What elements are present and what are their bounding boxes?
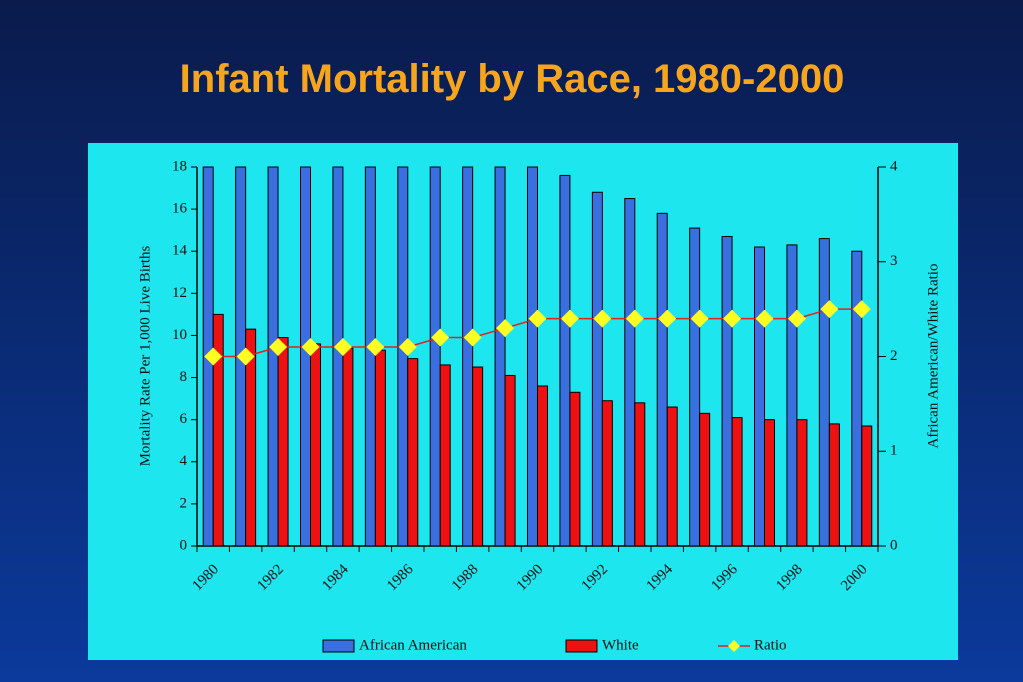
bar [310, 343, 321, 547]
y-tick-label: 0 [180, 537, 188, 553]
bar [504, 374, 516, 547]
bar [267, 166, 279, 547]
chart-panel [88, 143, 958, 660]
y-tick-label: 2 [180, 495, 188, 511]
bar [721, 235, 733, 547]
ratio-marker [333, 338, 352, 357]
ratio-marker [625, 309, 644, 328]
bar [472, 366, 484, 547]
bar [828, 423, 840, 547]
ratio-marker [723, 309, 742, 328]
ratio-marker [755, 309, 774, 328]
bar [861, 425, 873, 547]
legend-label: African American [359, 637, 467, 653]
y-tick-label: 10 [172, 327, 187, 343]
bar [245, 328, 257, 547]
bar [624, 198, 636, 547]
y-tick-label: 8 [180, 369, 188, 385]
ratio-marker [463, 328, 482, 347]
bar [796, 419, 808, 547]
legend-swatch [322, 639, 355, 653]
bar [591, 191, 603, 547]
bar [699, 412, 711, 547]
bar [300, 166, 311, 547]
y-tick-label: 14 [172, 243, 188, 259]
bar [364, 166, 376, 547]
bar [537, 385, 548, 547]
y2-tick-label: 1 [890, 443, 898, 459]
bar [754, 246, 765, 547]
bar [397, 166, 409, 547]
legend-marker [728, 640, 740, 652]
bar [342, 347, 354, 547]
bar [656, 212, 668, 547]
y2-tick-label: 4 [890, 158, 898, 174]
bar [634, 402, 646, 547]
legend-swatch [565, 639, 598, 653]
ratio-marker [787, 309, 806, 328]
ratio-marker [398, 338, 417, 357]
ratio-marker [658, 309, 677, 328]
bar [407, 358, 419, 547]
bar [851, 250, 863, 547]
y2-tick-label: 3 [890, 253, 898, 269]
ratio-marker [593, 309, 612, 328]
ratio-marker [496, 319, 515, 338]
ratio-marker [366, 338, 385, 357]
legend-label: White [602, 637, 639, 653]
bar [277, 337, 289, 547]
y2-tick-label: 0 [890, 537, 898, 553]
slide-title: Infant Mortality by Race, 1980-2000 [180, 57, 845, 101]
y2-axis-label: African American/White Ratio [925, 264, 941, 449]
bar [212, 313, 224, 547]
y2-tick-label: 2 [890, 348, 898, 364]
bar [689, 227, 701, 547]
y-tick-label: 12 [172, 285, 187, 301]
ratio-marker [301, 338, 320, 357]
ratio-marker [204, 347, 223, 366]
y-tick-label: 16 [172, 201, 188, 217]
ratio-marker [528, 309, 547, 328]
bar [569, 391, 581, 547]
ratio-marker [852, 300, 871, 319]
y-tick-label: 18 [172, 158, 187, 174]
ratio-marker [236, 347, 255, 366]
bar [818, 238, 830, 547]
ratio-marker [269, 338, 288, 357]
bar [666, 406, 678, 547]
bar [786, 244, 798, 547]
bar [462, 166, 474, 547]
bar [332, 166, 344, 547]
ratio-marker [560, 309, 579, 328]
bar [731, 417, 743, 547]
ratio-marker [431, 328, 450, 347]
bar [374, 349, 386, 547]
ratio-marker [690, 309, 709, 328]
y-tick-label: 6 [180, 411, 188, 427]
bar [439, 364, 451, 547]
bar [527, 166, 538, 547]
legend-label: Ratio [754, 637, 787, 653]
y-tick-label: 4 [180, 453, 188, 469]
y-axis-label: Mortality Rate Per 1,000 Live Births [137, 245, 153, 466]
bar [559, 174, 571, 547]
ratio-marker [820, 300, 839, 319]
bar [429, 166, 441, 547]
bar [494, 166, 506, 547]
bar [764, 419, 775, 547]
bar [601, 400, 613, 547]
